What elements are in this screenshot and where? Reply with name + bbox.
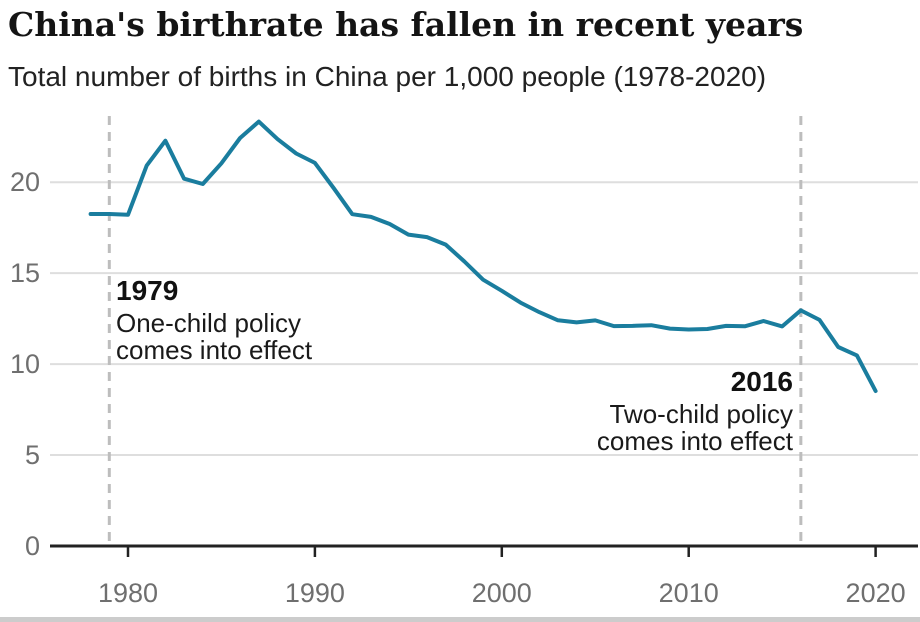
annotation-1979-year: 1979 [116,275,179,306]
birthrate-series-line [88,119,878,393]
annotation-2016-text-line-2: comes into effect [596,426,793,456]
annotation-1979-text-line-1: One-child policy [116,308,301,338]
page-subtitle: Total number of births in China per 1,00… [8,61,767,92]
annotation-2016-text-line-1: Two-child policy [609,399,793,429]
footer-bar [0,617,920,622]
annotation-2016-year: 2016 [730,366,793,397]
page-title: China's birthrate has fallen in recent y… [8,5,804,44]
y-tick-label-15: 15 [10,258,40,288]
x-tick-label-1980: 1980 [98,578,158,608]
y-tick-label-5: 5 [25,440,40,470]
x-tick-label-1990: 1990 [285,578,345,608]
annotation-1979-text-line-2: comes into effect [116,335,313,365]
x-tick-label-2010: 2010 [659,578,719,608]
annotation-2016: 2016 Two-child policy comes into effect [597,367,793,455]
y-tick-label-20: 20 [10,167,40,197]
annotation-1979: 1979 One-child policy comes into effect [116,276,312,364]
y-tick-label-0: 0 [25,531,40,561]
x-tick-label-2000: 2000 [472,578,532,608]
y-tick-label-10: 10 [10,349,40,379]
x-tick-label-2020: 2020 [846,578,906,608]
